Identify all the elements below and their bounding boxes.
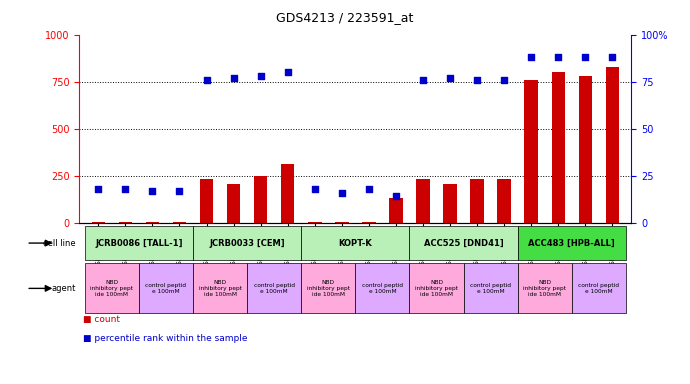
Bar <box>524 80 538 223</box>
Bar <box>146 222 159 223</box>
Bar <box>389 198 403 223</box>
Text: cell line: cell line <box>43 238 76 248</box>
Point <box>228 75 239 81</box>
Text: GDS4213 / 223591_at: GDS4213 / 223591_at <box>276 12 414 25</box>
Point <box>364 186 375 192</box>
Point <box>255 73 266 79</box>
Point <box>553 54 564 60</box>
Text: ■ percentile rank within the sample: ■ percentile rank within the sample <box>83 334 247 343</box>
Text: NBD
inhibitory pept
ide 100mM: NBD inhibitory pept ide 100mM <box>90 280 133 297</box>
Point <box>120 186 131 192</box>
Text: NBD
inhibitory pept
ide 100mM: NBD inhibitory pept ide 100mM <box>199 280 242 297</box>
Point <box>309 186 320 192</box>
Text: ACC525 [DND41]: ACC525 [DND41] <box>424 238 504 248</box>
Text: control peptid
e 100mM: control peptid e 100mM <box>146 283 186 294</box>
Point <box>391 193 402 199</box>
Point <box>336 190 347 196</box>
Bar <box>254 176 268 223</box>
Bar <box>551 72 565 223</box>
Bar <box>579 76 592 223</box>
Bar <box>308 222 322 223</box>
Text: JCRB0033 [CEM]: JCRB0033 [CEM] <box>209 238 285 248</box>
Text: NBD
inhibitory pept
ide 100mM: NBD inhibitory pept ide 100mM <box>523 280 566 297</box>
Point <box>471 77 482 83</box>
Text: control peptid
e 100mM: control peptid e 100mM <box>470 283 511 294</box>
Text: NBD
inhibitory pept
ide 100mM: NBD inhibitory pept ide 100mM <box>415 280 458 297</box>
Bar <box>200 179 213 223</box>
Text: ACC483 [HPB-ALL]: ACC483 [HPB-ALL] <box>529 238 615 248</box>
Bar <box>172 222 186 223</box>
Point <box>282 69 293 75</box>
Text: agent: agent <box>52 284 76 293</box>
Bar <box>416 179 430 223</box>
Point <box>201 77 212 83</box>
Point <box>580 54 591 60</box>
Point <box>499 77 510 83</box>
Bar <box>281 164 295 223</box>
Bar <box>362 222 375 223</box>
Bar <box>335 222 348 223</box>
Point <box>147 188 158 194</box>
Point <box>174 188 185 194</box>
Text: KOPT-K: KOPT-K <box>339 238 372 248</box>
Text: ■ count: ■ count <box>83 315 120 324</box>
Bar <box>92 222 105 223</box>
Bar <box>497 179 511 223</box>
Text: JCRB0086 [TALL-1]: JCRB0086 [TALL-1] <box>95 238 183 248</box>
Point <box>417 77 428 83</box>
Bar <box>119 222 132 223</box>
Text: control peptid
e 100mM: control peptid e 100mM <box>362 283 403 294</box>
Point <box>444 75 455 81</box>
Point <box>92 186 104 192</box>
Text: control peptid
e 100mM: control peptid e 100mM <box>254 283 295 294</box>
Point <box>526 54 537 60</box>
Text: NBD
inhibitory pept
ide 100mM: NBD inhibitory pept ide 100mM <box>307 280 350 297</box>
Bar <box>606 66 619 223</box>
Point <box>607 54 618 60</box>
Bar <box>227 184 240 223</box>
Text: control peptid
e 100mM: control peptid e 100mM <box>578 283 620 294</box>
Bar <box>443 184 457 223</box>
Bar <box>471 179 484 223</box>
